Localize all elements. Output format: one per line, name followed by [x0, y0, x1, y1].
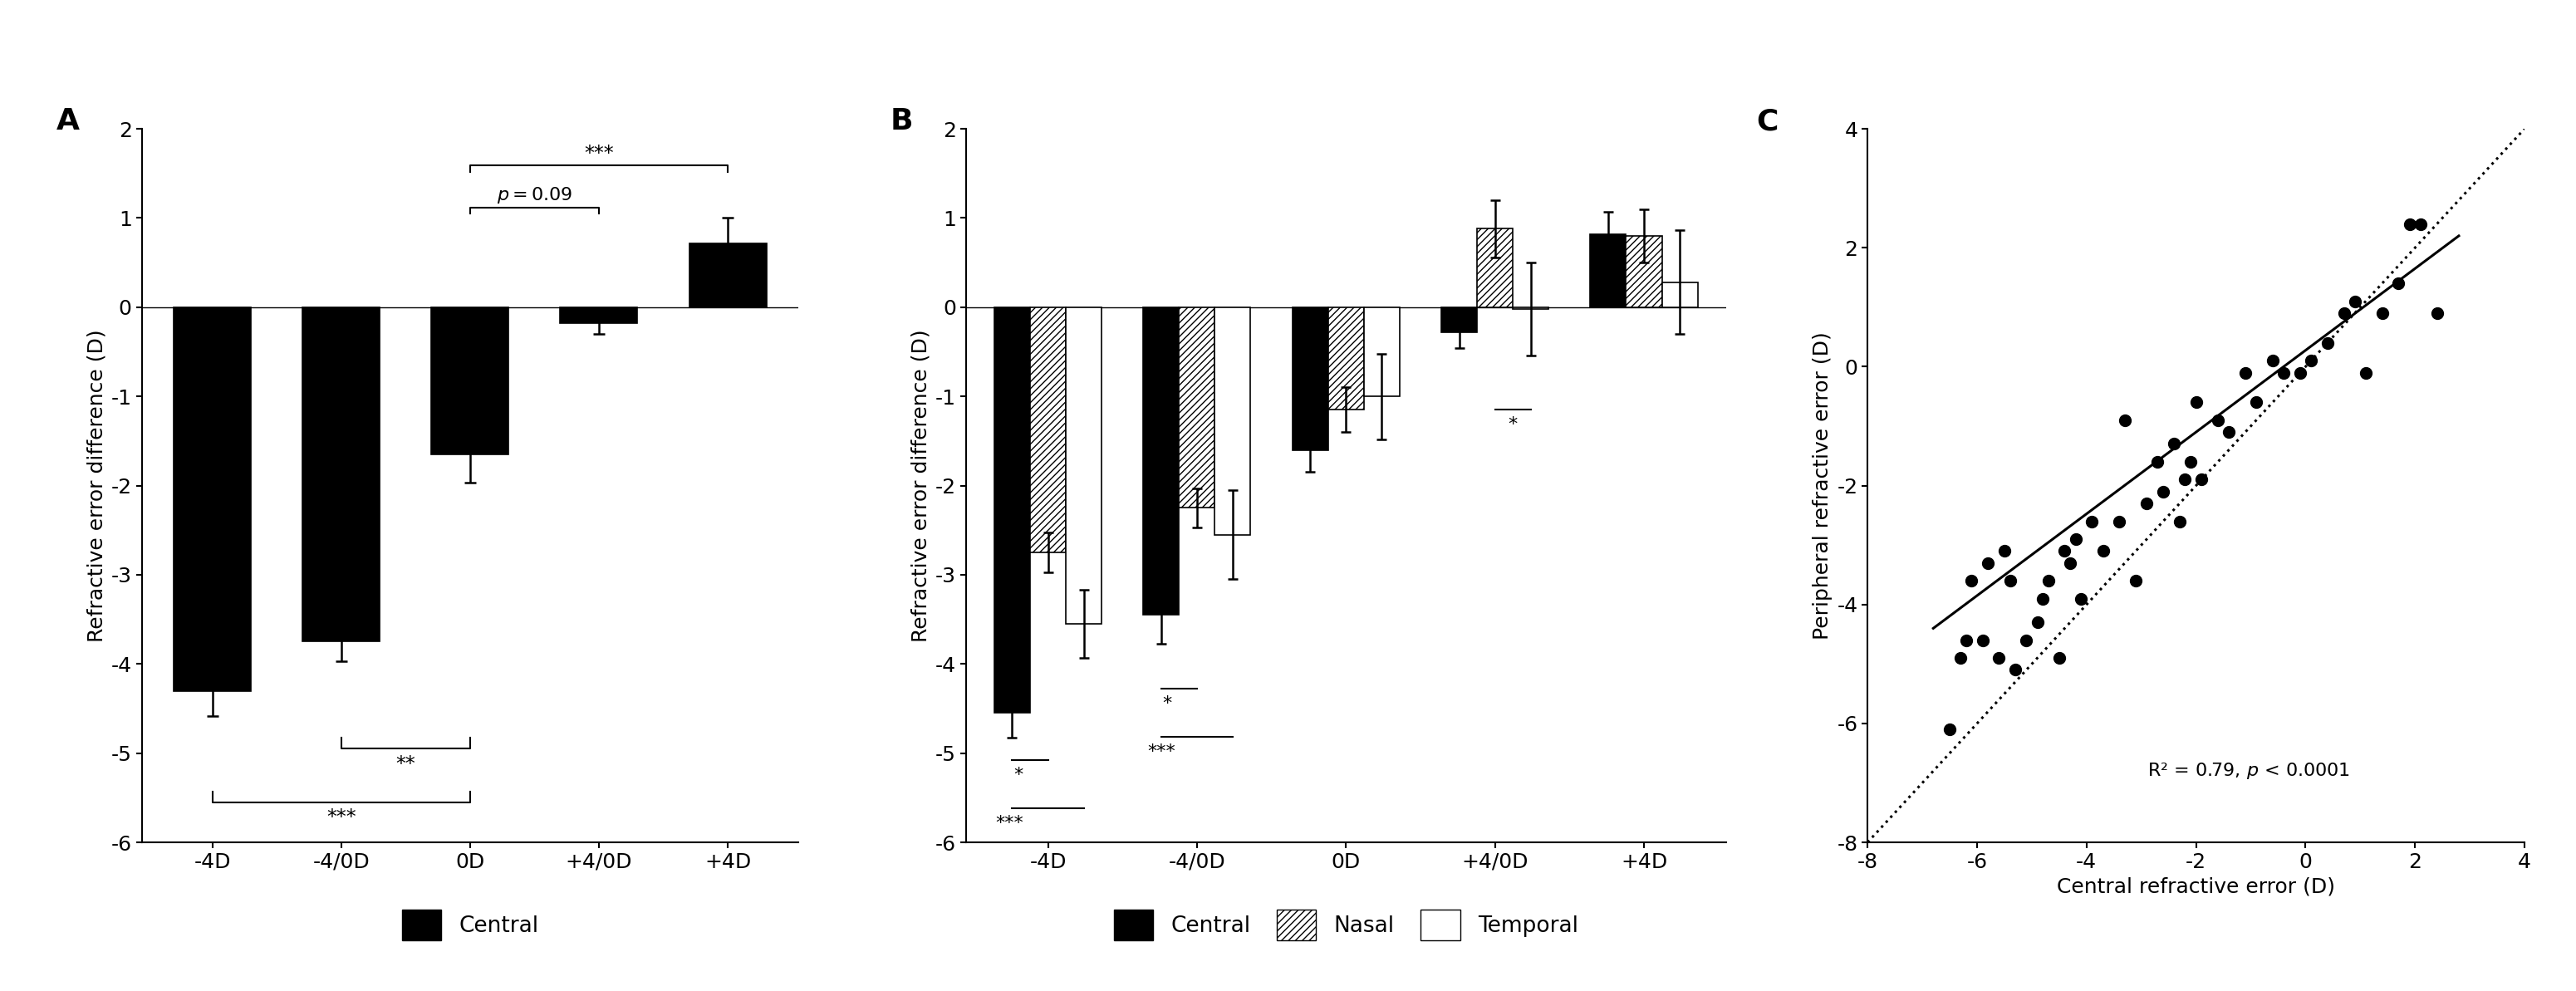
- Point: [2388, 216, 2429, 232]
- Bar: [994, 307, 1030, 713]
- Bar: [430, 307, 507, 454]
- Bar: [1662, 282, 1698, 307]
- Y-axis label: Peripheral refractive error (D): Peripheral refractive error (D): [1814, 332, 1832, 639]
- Bar: [304, 307, 381, 642]
- Point: [1984, 543, 2025, 559]
- Legend: Central: Central: [394, 901, 546, 949]
- Point: [2334, 293, 2375, 309]
- Point: [1963, 632, 2004, 648]
- Point: [2401, 216, 2442, 232]
- Bar: [175, 307, 252, 691]
- Point: [2324, 305, 2365, 321]
- Bar: [688, 243, 765, 307]
- Bar: [1476, 229, 1512, 307]
- Bar: [1144, 307, 1180, 614]
- Bar: [1293, 307, 1329, 450]
- Text: *: *: [1162, 696, 1172, 712]
- Bar: [559, 307, 636, 323]
- Point: [2251, 353, 2293, 369]
- Text: *: *: [1507, 416, 1517, 433]
- Point: [2050, 555, 2092, 571]
- Point: [1989, 573, 2030, 589]
- Y-axis label: Refractive error difference (D): Refractive error difference (D): [912, 329, 930, 642]
- Point: [2125, 496, 2166, 511]
- Point: [2208, 424, 2249, 440]
- Point: [2169, 454, 2210, 470]
- Point: [2290, 353, 2331, 369]
- Text: B: B: [891, 107, 912, 136]
- Point: [2226, 365, 2267, 381]
- X-axis label: Central refractive error (D): Central refractive error (D): [2056, 877, 2336, 897]
- Point: [2280, 365, 2321, 381]
- Text: R² = 0.79, $p$ < 0.0001: R² = 0.79, $p$ < 0.0001: [2148, 761, 2349, 781]
- Text: **: **: [397, 754, 415, 774]
- Point: [2038, 650, 2079, 666]
- Point: [1978, 650, 2020, 666]
- Bar: [1030, 307, 1066, 553]
- Point: [2081, 543, 2123, 559]
- Point: [2174, 394, 2215, 410]
- Point: [2071, 513, 2112, 529]
- Point: [2045, 543, 2087, 559]
- Point: [1929, 721, 1971, 737]
- Point: [2017, 614, 2058, 630]
- Text: ***: ***: [994, 815, 1023, 831]
- Point: [2197, 412, 2239, 428]
- Text: ***: ***: [327, 808, 355, 827]
- Point: [1994, 662, 2035, 678]
- Text: *: *: [1012, 767, 1023, 783]
- Point: [2159, 513, 2200, 529]
- Point: [2027, 573, 2069, 589]
- Point: [2378, 275, 2419, 291]
- Point: [2344, 365, 2385, 381]
- Text: C: C: [1757, 107, 1777, 136]
- Point: [2262, 365, 2303, 381]
- Point: [2164, 472, 2205, 488]
- Point: [2143, 484, 2184, 499]
- Point: [2306, 335, 2347, 351]
- Legend: Central, Nasal, Temporal: Central, Nasal, Temporal: [1105, 901, 1587, 949]
- Point: [2236, 394, 2277, 410]
- Bar: [1180, 307, 1216, 507]
- Point: [1940, 650, 1981, 666]
- Point: [1950, 573, 1991, 589]
- Point: [2416, 305, 2458, 321]
- Bar: [1625, 236, 1662, 307]
- Point: [2056, 531, 2097, 547]
- Bar: [1589, 234, 1625, 307]
- Point: [2007, 632, 2048, 648]
- Y-axis label: Refractive error difference (D): Refractive error difference (D): [88, 329, 106, 642]
- Text: A: A: [57, 107, 80, 136]
- Point: [2105, 412, 2146, 428]
- Point: [2182, 472, 2223, 488]
- Point: [2138, 454, 2179, 470]
- Bar: [1512, 307, 1548, 309]
- Point: [1945, 632, 1986, 648]
- Text: $p = 0.09$: $p = 0.09$: [497, 185, 572, 205]
- Point: [2362, 305, 2403, 321]
- Bar: [1066, 307, 1103, 624]
- Bar: [1363, 307, 1399, 396]
- Point: [2061, 591, 2102, 606]
- Bar: [1329, 307, 1363, 410]
- Point: [1968, 555, 2009, 571]
- Point: [2154, 436, 2195, 452]
- Bar: [1443, 307, 1476, 332]
- Text: ***: ***: [1146, 743, 1175, 760]
- Bar: [1216, 307, 1249, 534]
- Point: [2099, 513, 2141, 529]
- Point: [2115, 573, 2156, 589]
- Point: [2022, 591, 2063, 606]
- Text: ***: ***: [585, 144, 613, 164]
